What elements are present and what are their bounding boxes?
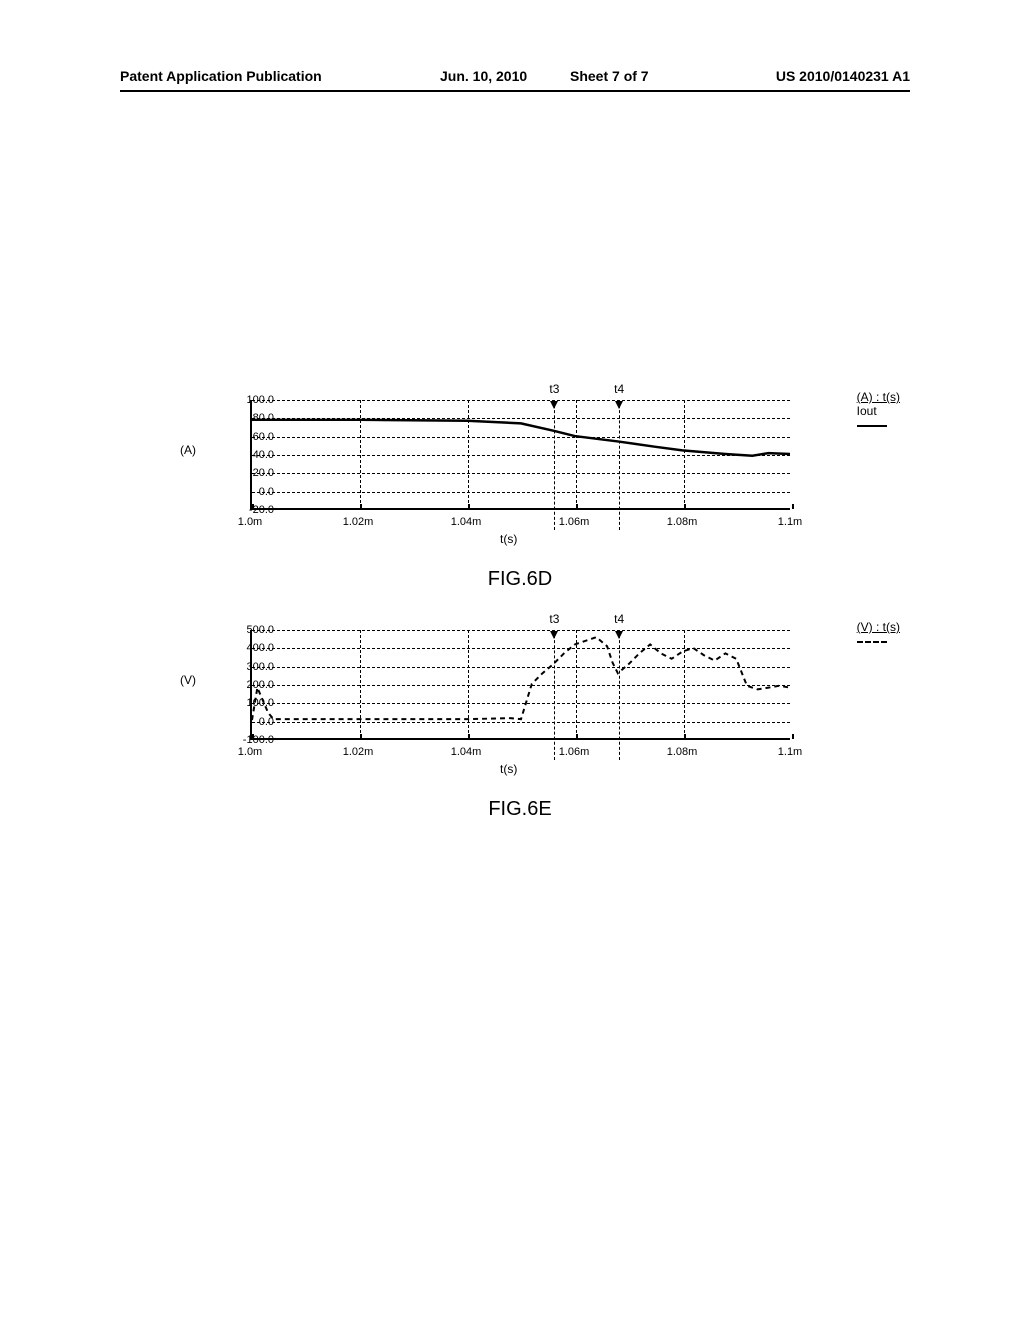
grid-line-v xyxy=(684,400,685,508)
y-axis-unit-6d: (A) xyxy=(180,443,196,457)
marker-arrow-icon xyxy=(615,626,623,644)
x-tick xyxy=(684,734,686,739)
grid-line-h xyxy=(252,418,790,419)
data-series xyxy=(252,420,790,456)
grid-line-h xyxy=(252,667,790,668)
x-tick xyxy=(576,734,578,739)
x-tick-label: 1.0m xyxy=(238,516,262,528)
grid-line-h xyxy=(252,630,790,631)
time-marker-label: t4 xyxy=(614,612,624,626)
y-tick-label: 0.0 xyxy=(259,486,274,498)
time-marker-line xyxy=(619,400,620,530)
y-tick-label: 60.0 xyxy=(253,431,274,443)
marker-arrow-icon xyxy=(615,396,623,414)
x-tick-label: 1.04m xyxy=(451,746,482,758)
grid-line-h xyxy=(252,703,790,704)
grid-line-h xyxy=(252,455,790,456)
grid-line-h xyxy=(252,473,790,474)
x-tick xyxy=(684,504,686,509)
x-tick-label: 1.1m xyxy=(778,516,802,528)
x-axis-unit-6d: t(s) xyxy=(500,532,517,546)
figure-6e: (V) t3t4 t(s) (V) : t(s) -100.00.0100.02… xyxy=(180,620,820,821)
x-tick-label: 1.02m xyxy=(343,516,374,528)
grid-line-h xyxy=(252,648,790,649)
y-tick-label: 300.0 xyxy=(246,661,274,673)
legend-6e: (V) : t(s) xyxy=(857,620,900,648)
time-marker-label: t4 xyxy=(614,382,624,396)
x-tick xyxy=(792,504,794,509)
figure-caption-6e: FIG.6E xyxy=(250,798,790,821)
data-series xyxy=(252,637,790,720)
legend-title-6d: (A) : t(s) xyxy=(857,390,900,404)
y-tick-label: 200.0 xyxy=(246,679,274,691)
grid-line-v xyxy=(360,630,361,738)
y-tick-label: 40.0 xyxy=(253,449,274,461)
x-tick-label: 1.02m xyxy=(343,746,374,758)
header-pub-type: Patent Application Publication xyxy=(120,68,322,84)
legend-series-label-6d: Iout xyxy=(857,404,877,418)
x-tick-label: 1.08m xyxy=(667,516,698,528)
time-marker-line xyxy=(619,630,620,760)
legend-title-6e: (V) : t(s) xyxy=(857,620,900,634)
x-tick xyxy=(360,504,362,509)
x-tick-label: 1.0m xyxy=(238,746,262,758)
time-marker-line xyxy=(554,400,555,530)
legend-swatch-6d xyxy=(857,425,887,427)
x-tick-label: 1.1m xyxy=(778,746,802,758)
legend-6d: (A) : t(s) Iout xyxy=(857,390,900,432)
y-tick-label: 400.0 xyxy=(246,642,274,654)
x-tick-label: 1.08m xyxy=(667,746,698,758)
time-marker-label: t3 xyxy=(549,612,559,626)
time-marker-line xyxy=(554,630,555,760)
x-tick-label: 1.06m xyxy=(559,516,590,528)
grid-line-v xyxy=(468,630,469,738)
plot-area-6e: t3t4 xyxy=(250,630,790,740)
x-tick-label: 1.06m xyxy=(559,746,590,758)
header-sheet: Sheet 7 of 7 xyxy=(570,68,649,84)
y-tick-label: -100.0 xyxy=(243,734,274,746)
page-frame: Patent Application Publication Jun. 10, … xyxy=(120,90,910,1230)
grid-line-v xyxy=(360,400,361,508)
grid-line-h xyxy=(252,437,790,438)
grid-line-h xyxy=(252,492,790,493)
chart-6d: (A) t3t4 t(s) (A) : t(s) Iout -20.00.020… xyxy=(180,390,820,530)
plot-area-6d: t3t4 xyxy=(250,400,790,510)
y-tick-label: 80.0 xyxy=(253,412,274,424)
grid-line-v xyxy=(576,400,577,508)
figure-6d: (A) t3t4 t(s) (A) : t(s) Iout -20.00.020… xyxy=(180,390,820,591)
header-pub-no: US 2010/0140231 A1 xyxy=(776,68,910,84)
y-axis-unit-6e: (V) xyxy=(180,673,196,687)
grid-line-v xyxy=(684,630,685,738)
y-tick-label: 100.0 xyxy=(246,394,274,406)
grid-line-h xyxy=(252,685,790,686)
header-date: Jun. 10, 2010 xyxy=(440,68,527,84)
header-rule xyxy=(120,90,910,92)
grid-line-v xyxy=(576,630,577,738)
chart-6e: (V) t3t4 t(s) (V) : t(s) -100.00.0100.02… xyxy=(180,620,820,760)
x-tick xyxy=(468,504,470,509)
legend-swatch-6e xyxy=(857,641,887,643)
y-tick-label: -20.0 xyxy=(249,504,274,516)
x-axis-unit-6e: t(s) xyxy=(500,762,517,776)
figure-caption-6d: FIG.6D xyxy=(250,568,790,591)
marker-arrow-icon xyxy=(550,396,558,414)
y-tick-label: 500.0 xyxy=(246,624,274,636)
y-tick-label: 0.0 xyxy=(259,716,274,728)
y-tick-label: 20.0 xyxy=(253,467,274,479)
marker-arrow-icon xyxy=(550,626,558,644)
x-tick-label: 1.04m xyxy=(451,516,482,528)
y-tick-label: 100.0 xyxy=(246,697,274,709)
grid-line-h xyxy=(252,400,790,401)
grid-line-h xyxy=(252,722,790,723)
legend-series-6d: Iout xyxy=(857,404,900,418)
grid-line-v xyxy=(468,400,469,508)
time-marker-label: t3 xyxy=(549,382,559,396)
x-tick xyxy=(576,504,578,509)
x-tick xyxy=(360,734,362,739)
x-tick xyxy=(468,734,470,739)
x-tick xyxy=(792,734,794,739)
